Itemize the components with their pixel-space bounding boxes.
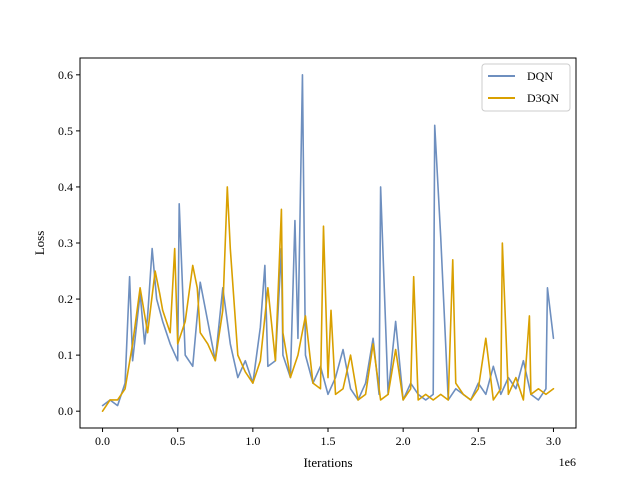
series-line-d3qn	[101, 186, 555, 412]
y-axis: 0.0 0.1 0.2 0.3 0.4 0.5 0.6	[58, 68, 80, 418]
plot-area	[101, 74, 555, 412]
y-tick-label: 0.4	[58, 180, 73, 194]
x-axis-label: Iterations	[303, 455, 352, 470]
legend-label-dqn: DQN	[527, 69, 553, 83]
y-tick-label: 0.6	[58, 68, 73, 82]
x-tick-label: 2.0	[396, 434, 411, 448]
y-tick-label: 0.0	[58, 404, 73, 418]
y-tick-label: 0.5	[58, 124, 73, 138]
x-tick-label: 1.5	[321, 434, 336, 448]
y-tick-label: 0.1	[58, 348, 73, 362]
legend-label-d3qn: D3QN	[527, 91, 559, 105]
x-tick-label: 1.0	[245, 434, 260, 448]
x-tick-label: 3.0	[546, 434, 561, 448]
legend: DQN D3QN	[481, 63, 571, 112]
x-axis: 0.0 0.5 1.0 1.5 2.0 2.5 3.0	[95, 428, 561, 448]
x-tick-label: 0.0	[95, 434, 110, 448]
y-axis-label: Loss	[32, 231, 47, 256]
x-tick-label: 0.5	[170, 434, 185, 448]
y-tick-label: 0.3	[58, 236, 73, 250]
x-tick-label: 2.5	[471, 434, 486, 448]
y-tick-label: 0.2	[58, 292, 73, 306]
x-scale-label: 1e6	[559, 455, 576, 469]
